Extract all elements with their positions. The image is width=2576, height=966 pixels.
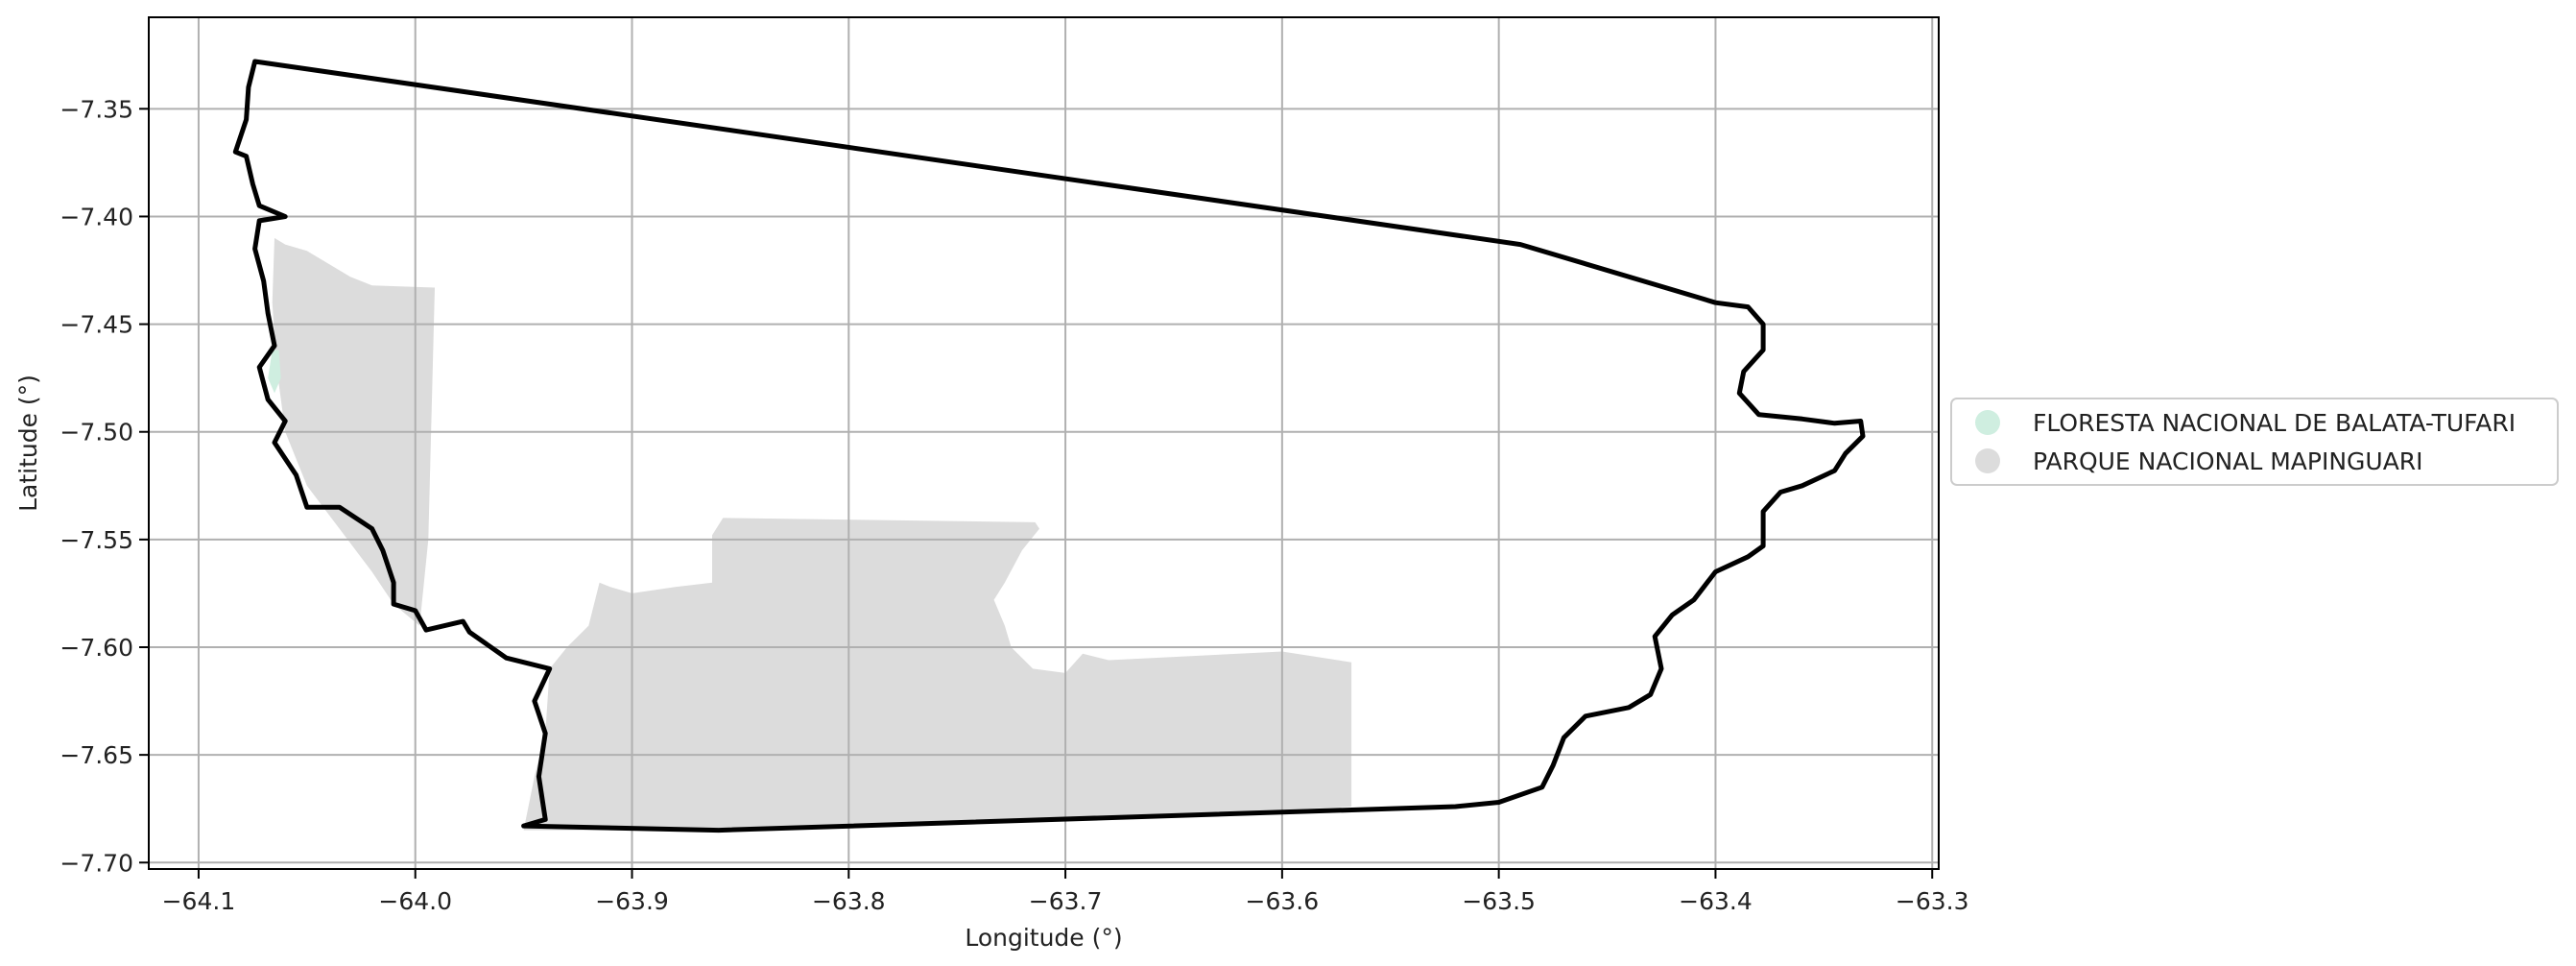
study-area-boundary: [232, 59, 1866, 833]
legend-marker-parque: [1975, 448, 2000, 473]
x-axis: −64.1 −64.0 −63.9 −63.8 −63.7 −63.6 −63.5 −63.4…: [162, 869, 1969, 915]
y-tick-label: −7.40: [60, 203, 133, 230]
region-floresta-nacional-de-balata-tufari-0: [268, 350, 281, 394]
legend-label-floresta: FLORESTA NACIONAL DE BALATA-TUFARI: [2033, 409, 2516, 437]
x-tick-label: −63.8: [812, 887, 886, 915]
plot-area: [148, 16, 1940, 870]
y-tick-label: −7.65: [60, 741, 133, 769]
x-tick-label: −63.9: [595, 887, 669, 915]
x-tick-label: −63.7: [1029, 887, 1103, 915]
y-tick-label: −7.60: [60, 634, 133, 662]
y-axis-title: Latitude (°): [14, 374, 42, 512]
x-tick-label: −63.6: [1246, 887, 1320, 915]
legend-marker-floresta: [1975, 410, 2000, 435]
y-tick-label: −7.55: [60, 526, 133, 554]
x-tick-label: −64.0: [378, 887, 452, 915]
x-tick-label: −63.5: [1462, 887, 1536, 915]
x-tick-label: −63.3: [1896, 887, 1969, 915]
x-tick-label: −64.1: [162, 887, 236, 915]
y-tick-label: −7.50: [60, 419, 133, 447]
y-axis: −7.35 −7.40 −7.45 −7.50 −7.55 −7.60 −7.65 −7.70: [60, 95, 149, 877]
legend-label-parque: PARQUE NACIONAL MAPINGUARI: [2033, 447, 2423, 475]
x-tick-label: −63.4: [1679, 887, 1753, 915]
grid-layer: [149, 17, 1939, 869]
study-area-outline: [232, 59, 1866, 833]
region-parque-nacional-mapinguari-1: [523, 518, 1352, 831]
y-tick-label: −7.35: [60, 95, 133, 123]
legend-box: [1950, 398, 2559, 486]
y-tick-label: −7.70: [60, 849, 133, 877]
x-axis-title: Longitude (°): [965, 924, 1122, 952]
y-tick-label: −7.45: [60, 311, 133, 339]
plot-frame: [148, 16, 1940, 870]
legend: FLORESTA NACIONAL DE BALATA-TUFARI PARQU…: [1950, 398, 2559, 486]
